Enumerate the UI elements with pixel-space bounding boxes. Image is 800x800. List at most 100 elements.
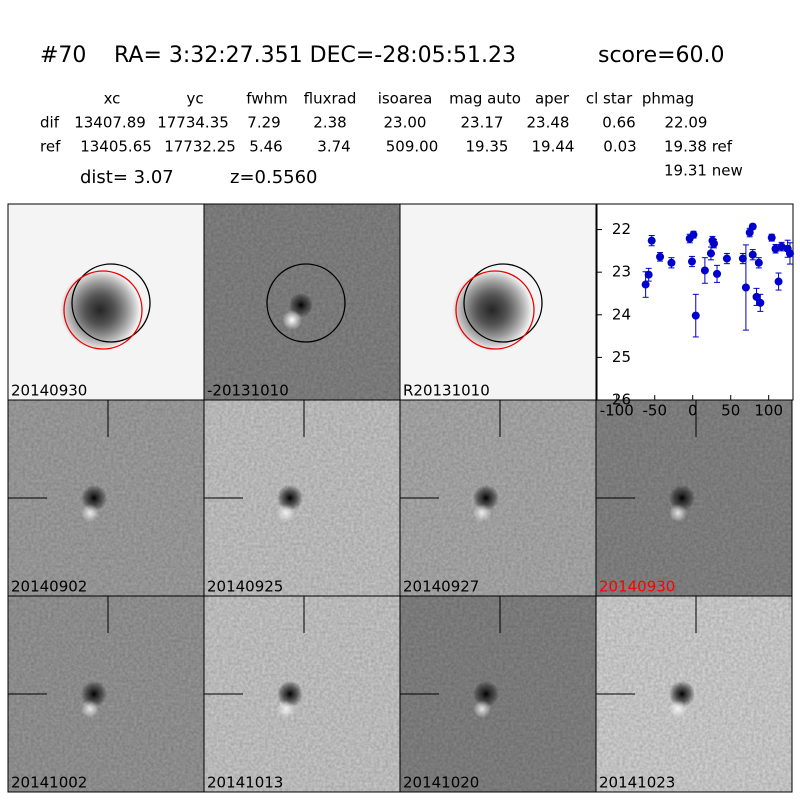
data-point xyxy=(738,254,747,263)
aperture xyxy=(266,263,346,343)
column-header: fluxrad xyxy=(304,90,357,108)
residual xyxy=(473,700,491,718)
y-tick-label: 23 xyxy=(612,263,631,281)
redshift: z=0.5560 xyxy=(230,167,318,188)
column-header: fwhm xyxy=(246,90,287,108)
panel-label: 20140930 xyxy=(599,578,675,596)
column-header: aper xyxy=(535,90,570,108)
aperture xyxy=(463,263,543,343)
y-tick-label: 24 xyxy=(612,305,631,323)
panel-label: 20141020 xyxy=(403,774,479,792)
image-panel: 20141013 xyxy=(203,595,401,793)
table-cell: 2.38 xyxy=(313,114,346,132)
data-point xyxy=(709,239,718,248)
data-point xyxy=(777,242,786,251)
image-panel: R20131010 xyxy=(399,203,597,401)
panel-label: R20131010 xyxy=(403,382,490,400)
panel-label: 20140902 xyxy=(11,578,87,596)
table-cell: 17734.35 xyxy=(157,114,229,132)
data-point xyxy=(741,283,750,292)
data-point xyxy=(754,258,763,267)
row-label: dif xyxy=(40,114,60,132)
row-label: ref xyxy=(40,138,61,156)
column-header: yc xyxy=(186,90,203,108)
column-header: phmag xyxy=(642,90,694,108)
residual xyxy=(81,504,99,522)
x-tick-label: -100 xyxy=(600,402,634,420)
data-point xyxy=(774,277,783,286)
data-point xyxy=(756,298,765,307)
residual xyxy=(282,310,302,330)
panel-border xyxy=(595,595,793,793)
panel-label: -20131010 xyxy=(207,382,289,400)
data-point xyxy=(641,280,650,289)
panel-label: 20140927 xyxy=(403,578,479,596)
source xyxy=(452,270,532,350)
residual xyxy=(669,700,687,718)
data-point xyxy=(767,233,776,242)
panel-label: 20141002 xyxy=(11,774,87,792)
data-point xyxy=(748,222,757,231)
residual xyxy=(81,700,99,718)
table-cell: 19.38 ref xyxy=(664,138,733,156)
panel-label: 20140925 xyxy=(207,578,283,596)
y-tick-label: 22 xyxy=(612,220,631,238)
ref-aperture xyxy=(455,270,535,350)
y-tick-label: 25 xyxy=(612,348,631,366)
data-point xyxy=(691,311,700,320)
data-point xyxy=(785,249,794,258)
table-cell: 3.74 xyxy=(317,138,350,156)
column-header: xc xyxy=(104,90,121,108)
table-cell: 0.03 xyxy=(603,138,636,156)
image-panel: 20140930 xyxy=(7,203,205,401)
table-cell: 19.35 xyxy=(466,138,509,156)
image-panel: 20141020 xyxy=(399,595,597,793)
x-tick-label: 0 xyxy=(688,402,698,420)
data-point xyxy=(644,270,653,279)
residual xyxy=(277,700,295,718)
panel-label: 20141013 xyxy=(207,774,283,792)
column-header: isoarea xyxy=(378,90,433,108)
table-cell: 0.66 xyxy=(602,114,635,132)
x-tick-label: -50 xyxy=(642,402,667,420)
x-tick-label: 100 xyxy=(754,402,783,420)
x-tick-label: 50 xyxy=(721,402,740,420)
table-cell: 23.17 xyxy=(461,114,504,132)
table-cell: 7.29 xyxy=(247,114,280,132)
aperture xyxy=(71,263,151,343)
data-point xyxy=(647,236,656,245)
image-panel: 20140925 xyxy=(203,399,401,597)
new-mag: 19.31 new xyxy=(664,162,743,180)
column-header: mag auto xyxy=(449,90,521,108)
ref-aperture xyxy=(63,270,143,350)
data-point xyxy=(713,269,722,278)
source xyxy=(60,270,140,350)
table-cell: 22.09 xyxy=(665,114,708,132)
data-point xyxy=(752,292,761,301)
table-cell: 509.00 xyxy=(386,138,439,156)
image-panel: -20131010 xyxy=(203,203,401,401)
data-point xyxy=(722,254,731,263)
column-header: cl star xyxy=(586,90,633,108)
residual xyxy=(473,504,491,522)
image-panel: 20140930 xyxy=(595,399,793,597)
score: score=60.0 xyxy=(598,43,725,68)
table-cell: 19.44 xyxy=(532,138,575,156)
data-point xyxy=(700,266,709,275)
table-cell: 5.46 xyxy=(249,138,282,156)
table-cell: 13407.89 xyxy=(74,114,146,132)
data-point xyxy=(745,228,754,237)
distance: dist= 3.07 xyxy=(80,167,174,188)
image-panel: 20141023 xyxy=(595,595,793,793)
residual xyxy=(277,504,295,522)
residual xyxy=(669,504,687,522)
data-point xyxy=(706,249,715,258)
table-cell: 13405.65 xyxy=(80,138,152,156)
image-panel: 20140902 xyxy=(7,399,205,597)
image-panel: 20140927 xyxy=(399,399,597,597)
data-point xyxy=(687,257,696,266)
image-panel: 20141002 xyxy=(7,595,205,793)
data-point xyxy=(667,258,676,267)
table-cell: 23.00 xyxy=(384,114,427,132)
